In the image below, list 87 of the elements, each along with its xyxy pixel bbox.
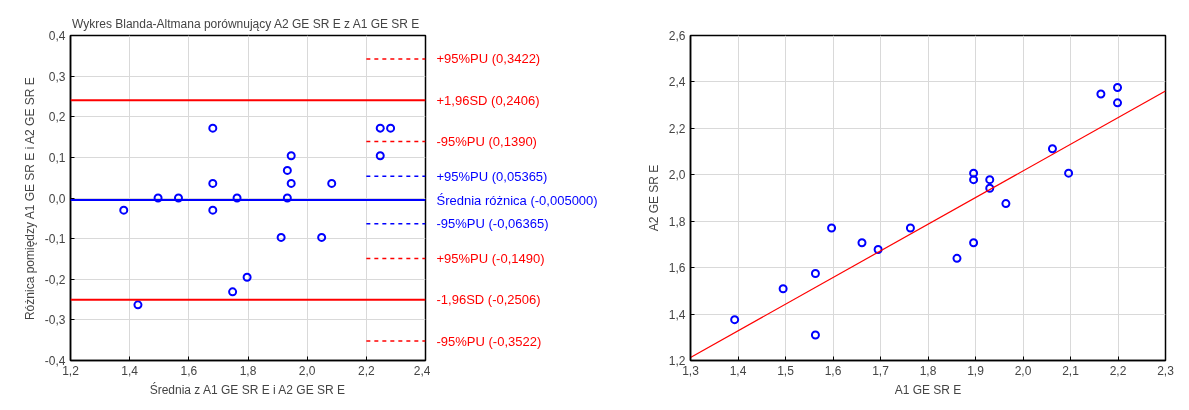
- point: [286, 151, 296, 161]
- point: [282, 165, 292, 175]
- point: [905, 223, 915, 233]
- point: [282, 193, 292, 203]
- ref-line-label: +95%PU (0,05365): [436, 168, 548, 184]
- y-tick-label: 2,0: [668, 168, 686, 183]
- x-tick-label: 2,0: [1014, 363, 1032, 378]
- y-axis-title: A2 GE SR E: [646, 164, 661, 232]
- x-tick-label: 1,6: [824, 363, 842, 378]
- x-tick-label: 1,7: [872, 363, 890, 378]
- ref-line-label: -1,96SD (-0,2506): [436, 292, 541, 308]
- y-tick-label: 2,4: [668, 75, 686, 90]
- point: [1064, 168, 1074, 178]
- x-tick-label: 2,4: [413, 363, 431, 378]
- y-tick-label: 1,6: [668, 261, 686, 276]
- point: [969, 168, 979, 178]
- x-tick-label: 2,0: [298, 363, 316, 378]
- point: [173, 193, 183, 203]
- ref-line-label: +1,96SD (0,2406): [436, 92, 540, 108]
- point: [133, 300, 143, 310]
- ref-line-label: -95%PU (-0,3522): [436, 333, 542, 349]
- y-tick-label: 1,8: [668, 214, 686, 229]
- y-tick-label: -0,3: [44, 313, 66, 328]
- y-tick-label: 0,3: [48, 69, 66, 84]
- x-axis-title: Średnia z A1 GE SR E i A2 GE SR E: [149, 381, 346, 397]
- point: [386, 123, 396, 133]
- y-tick-label: 0,1: [48, 150, 66, 165]
- point: [327, 178, 337, 188]
- point: [208, 123, 218, 133]
- ref-line-label: +95%PU (-0,1490): [436, 251, 545, 267]
- point: [286, 178, 296, 188]
- point: [827, 223, 837, 233]
- ref-line-label: +95%PU (0,3422): [436, 51, 541, 67]
- point: [208, 178, 218, 188]
- point: [153, 193, 163, 203]
- point: [375, 151, 385, 161]
- point: [375, 123, 385, 133]
- ref-line-label: -95%PU (-0,06365): [436, 216, 549, 232]
- chart-title: Wykres Blanda-Altmana porównujący A2 GE SR E z A1 GE SR E: [71, 16, 420, 31]
- x-tick-label: 1,9: [967, 363, 985, 378]
- point: [985, 183, 995, 193]
- point: [232, 193, 242, 203]
- x-tick-label: 1,3: [682, 363, 700, 378]
- x-tick-label: 1,5: [777, 363, 795, 378]
- ref-line-label: -95%PU (0,1390): [436, 134, 537, 150]
- x-tick-label: 1,2: [62, 363, 80, 378]
- x-tick-label: 1,4: [729, 363, 747, 378]
- x-tick-label: 1,8: [919, 363, 937, 378]
- ref-line-label: Średnia różnica (-0,005000): [436, 192, 598, 208]
- point: [1047, 144, 1057, 154]
- point: [1113, 83, 1123, 92]
- point: [317, 232, 327, 242]
- point: [952, 253, 962, 263]
- x-tick-label: 2,3: [1157, 363, 1175, 378]
- point: [730, 315, 740, 325]
- point: [1096, 89, 1106, 99]
- y-tick-label: -0,1: [44, 232, 66, 247]
- x-tick-label: 2,2: [1109, 363, 1127, 378]
- point: [873, 245, 883, 255]
- y-tick-label: 2,6: [668, 29, 686, 43]
- y-tick-label: 0,4: [48, 29, 66, 43]
- y-tick-label: 2,2: [668, 121, 686, 136]
- point: [228, 287, 238, 297]
- point: [969, 238, 979, 248]
- point: [119, 205, 129, 215]
- point: [1113, 98, 1123, 108]
- point: [985, 175, 995, 185]
- x-tick-label: 2,2: [357, 363, 375, 378]
- x-axis-title: A1 GE SR E: [894, 382, 962, 397]
- point: [208, 205, 218, 215]
- point: [969, 175, 979, 185]
- point: [778, 284, 788, 294]
- point: [1001, 199, 1011, 209]
- x-tick-label: 1,8: [239, 363, 257, 378]
- y-axis-title: Różnica pomiędzy A1 GE SR E i A2 GE SR E: [22, 77, 37, 321]
- x-tick-label: 2,1: [1062, 363, 1080, 378]
- x-tick-label: 1,6: [180, 363, 198, 378]
- point: [810, 330, 820, 340]
- point: [276, 232, 286, 242]
- y-tick-label: 0,2: [48, 110, 66, 125]
- x-tick-label: 1,4: [121, 363, 139, 378]
- point: [242, 272, 252, 282]
- y-tick-label: -0,2: [44, 272, 66, 287]
- y-tick-label: 0,0: [48, 191, 66, 206]
- y-tick-label: 1,4: [668, 307, 686, 322]
- point: [810, 268, 820, 278]
- point: [857, 238, 867, 248]
